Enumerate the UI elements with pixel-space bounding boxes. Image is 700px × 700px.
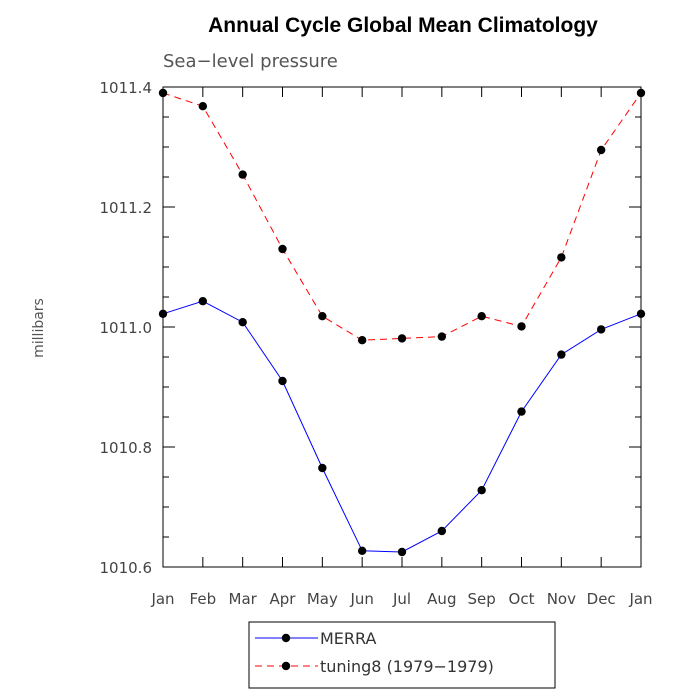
data-point — [636, 309, 646, 318]
data-point — [158, 88, 168, 98]
legend-label: tuning8 (1979−1979) — [320, 657, 494, 676]
y-axis-label: millibars — [31, 298, 47, 358]
y-tick-labels: 1010.6 1010.8 1011.0 1011.2 1011.4 — [100, 79, 153, 577]
x-tick-label: Jan — [628, 590, 652, 608]
x-tick-label: Jul — [392, 590, 411, 608]
data-point — [477, 312, 486, 321]
data-point — [198, 297, 208, 306]
y-tick-label: 1010.6 — [100, 559, 153, 577]
series-group — [158, 88, 646, 557]
x-tick-label: Mar — [229, 590, 258, 608]
legend: MERRA tuning8 (1979−1979) — [248, 621, 556, 689]
y-tick-label: 1011.0 — [100, 319, 153, 337]
x-tick-label: Jan — [150, 590, 174, 608]
chart-subtitle: Sea−level pressure — [163, 51, 338, 72]
series-0 — [158, 297, 646, 557]
x-tick-label: Apr — [270, 590, 297, 608]
data-point — [517, 407, 526, 416]
x-tick-label: Feb — [190, 590, 217, 608]
data-point — [517, 322, 526, 331]
data-point — [596, 145, 606, 155]
series-1 — [158, 88, 646, 345]
x-tick-label: Nov — [547, 590, 576, 608]
data-point — [397, 547, 407, 557]
data-point — [557, 253, 566, 262]
data-point — [198, 102, 208, 111]
data-point — [357, 336, 367, 345]
data-point — [238, 170, 247, 179]
x-tick-labels: Jan Feb Mar Apr May Jun Jul Aug Sep Oct Nov Dec Jan — [150, 590, 652, 608]
x-tick-label: Aug — [427, 590, 456, 608]
data-point — [437, 526, 447, 536]
legend-marker — [281, 633, 291, 643]
x-tick-label: Dec — [587, 590, 616, 608]
data-point — [596, 325, 606, 334]
data-point — [278, 376, 287, 386]
x-tick-label: Sep — [468, 590, 496, 608]
legend-marker — [281, 661, 291, 671]
data-point — [636, 88, 646, 98]
data-point — [318, 312, 327, 321]
data-point — [437, 332, 447, 341]
data-point — [278, 244, 287, 254]
data-point — [158, 309, 168, 318]
chart-title: Annual Cycle Global Mean Climatology — [208, 14, 598, 37]
data-point — [318, 463, 327, 473]
data-point — [357, 546, 367, 555]
data-point — [557, 350, 566, 359]
data-point — [238, 318, 247, 327]
x-tick-label: Jun — [349, 590, 373, 608]
series-line — [162, 92, 642, 341]
axis-ticks — [162, 86, 642, 568]
data-point — [397, 334, 407, 343]
y-tick-label: 1011.4 — [100, 79, 153, 97]
x-tick-label: Oct — [509, 590, 535, 608]
y-tick-label: 1010.8 — [100, 439, 153, 457]
plot-frame — [162, 86, 642, 568]
legend-label: MERRA — [320, 629, 377, 648]
y-tick-label: 1011.2 — [100, 199, 153, 217]
data-point — [477, 486, 486, 495]
x-tick-label: May — [307, 590, 338, 608]
legend-box — [248, 621, 556, 689]
